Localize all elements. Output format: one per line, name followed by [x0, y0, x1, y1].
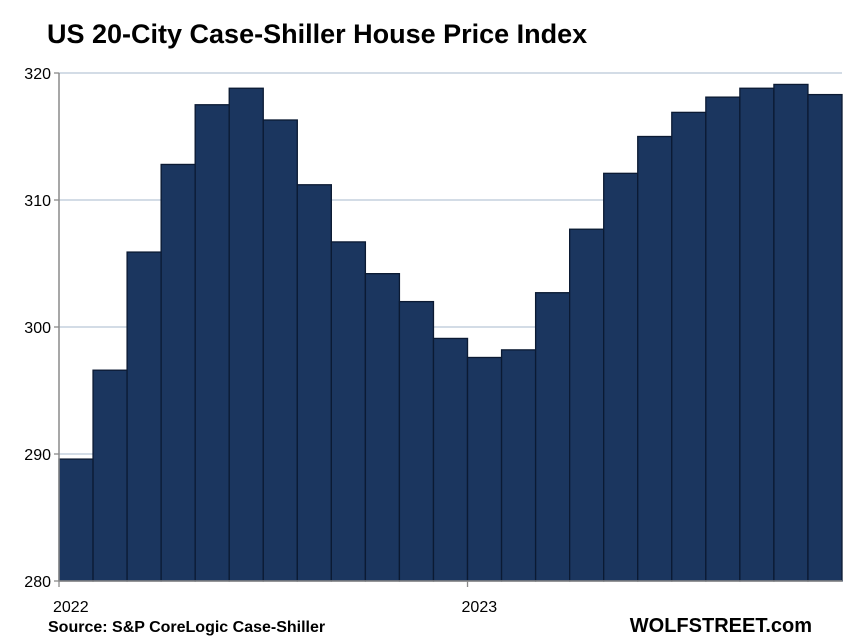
bar [92, 369, 128, 582]
y-tick-label: 300 [24, 320, 51, 337]
bar [364, 273, 401, 582]
source-note: Source: S&P CoreLogic Case-Shiller [48, 619, 325, 636]
bar [603, 172, 639, 582]
bar [739, 87, 775, 582]
bar [500, 349, 537, 582]
y-tick-label: 320 [24, 66, 51, 83]
bar [194, 104, 230, 582]
bar [160, 163, 196, 582]
bar [228, 87, 264, 582]
bar [807, 93, 843, 582]
bar [126, 251, 162, 582]
bar [432, 337, 469, 582]
bar [569, 228, 605, 582]
y-tick-label: 290 [24, 447, 51, 464]
bar [262, 119, 298, 582]
bar [671, 111, 707, 582]
x-tick-label: 2023 [462, 599, 498, 616]
bar [398, 300, 435, 582]
bar [534, 292, 571, 582]
axes [54, 72, 842, 587]
tick-labels: 280 290 300 310 320 2022 2023 [24, 66, 497, 616]
bar [705, 96, 741, 582]
bar [466, 356, 503, 582]
chart-title: US 20-City Case-Shiller House Price Inde… [47, 19, 587, 49]
bar [773, 83, 809, 582]
bar [330, 241, 367, 582]
bar [296, 184, 332, 582]
x-tick-label: 2022 [53, 599, 89, 616]
y-tick-label: 310 [24, 193, 51, 210]
y-tick-label: 280 [24, 574, 51, 591]
bars [58, 83, 843, 582]
bar [58, 458, 94, 582]
bar [637, 135, 673, 582]
brand-label: WOLFSTREET.com [630, 615, 812, 637]
